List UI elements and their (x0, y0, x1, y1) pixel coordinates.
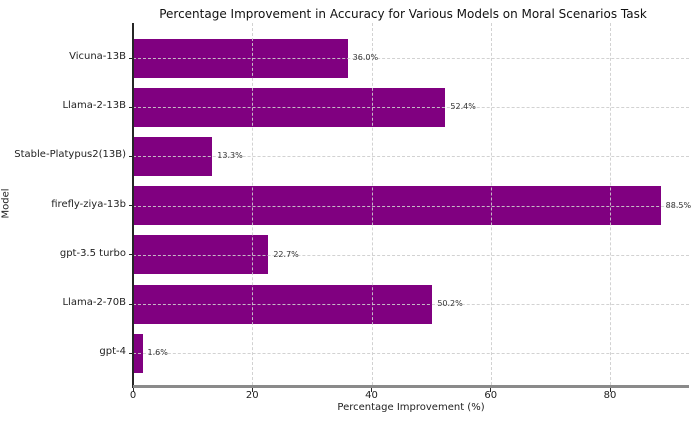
y-tick-mark (129, 303, 133, 305)
h-gridline (133, 58, 689, 59)
x-tick-mark (609, 388, 611, 392)
y-tick-mark (129, 254, 133, 256)
h-gridline (133, 107, 689, 109)
h-gridline (133, 353, 689, 355)
h-gridline (133, 254, 689, 256)
h-gridline (133, 304, 689, 305)
bar-value-label: 50.2% (437, 299, 463, 308)
plot-area: 36.0% 52.4% 13.3% 88.5% 22.7% 50.2% 1.6% (133, 23, 692, 385)
x-tick-mark (132, 388, 134, 392)
y-tick-label: firefly-ziya-13b (51, 198, 126, 210)
h-gridline (133, 205, 689, 207)
y-tick-label: Vicuna-13B (69, 51, 126, 62)
x-tick-label: 20 (245, 390, 259, 401)
v-gridline (490, 23, 492, 385)
bar-value-label: 1.6% (147, 348, 168, 358)
v-gridline (610, 23, 611, 385)
y-tick-label: gpt-3.5 turbo (59, 247, 126, 259)
y-tick-mark (129, 352, 133, 354)
x-tick-label: 0 (129, 390, 137, 401)
x-tick-mark (490, 388, 492, 392)
x-tick-label: 80 (603, 390, 617, 401)
y-tick-label: Stable-Platypus2(13B) (14, 149, 126, 161)
chart-title: Percentage Improvement in Accuracy for V… (159, 7, 647, 21)
x-tick-label: 40 (365, 390, 378, 401)
bar-value-label: 88.5% (665, 200, 692, 210)
v-gridline (133, 23, 134, 385)
bar-value-label: 52.4% (450, 102, 476, 112)
x-tick-mark (251, 388, 253, 392)
y-tick-mark (129, 57, 133, 59)
y-tick-mark (129, 155, 133, 157)
v-gridline (371, 23, 373, 385)
x-axis-spine (133, 385, 689, 388)
v-gridline (252, 23, 254, 385)
y-tick-label: Llama-2-70B (62, 297, 126, 308)
bar-value-label: 13.3% (217, 151, 243, 161)
x-axis-label: Percentage Improvement (%) (337, 402, 485, 413)
h-gridline (133, 156, 689, 158)
bar-value-label: 22.7% (273, 249, 299, 259)
bar-value-label: 36.0% (352, 53, 379, 62)
y-tick-label: Llama-2-13B (62, 100, 126, 112)
x-tick-mark (371, 388, 372, 392)
y-tick-label: gpt-4 (99, 346, 126, 358)
x-tick-label: 60 (484, 390, 498, 401)
y-tick-mark (129, 205, 133, 207)
y-tick-mark (129, 106, 133, 108)
